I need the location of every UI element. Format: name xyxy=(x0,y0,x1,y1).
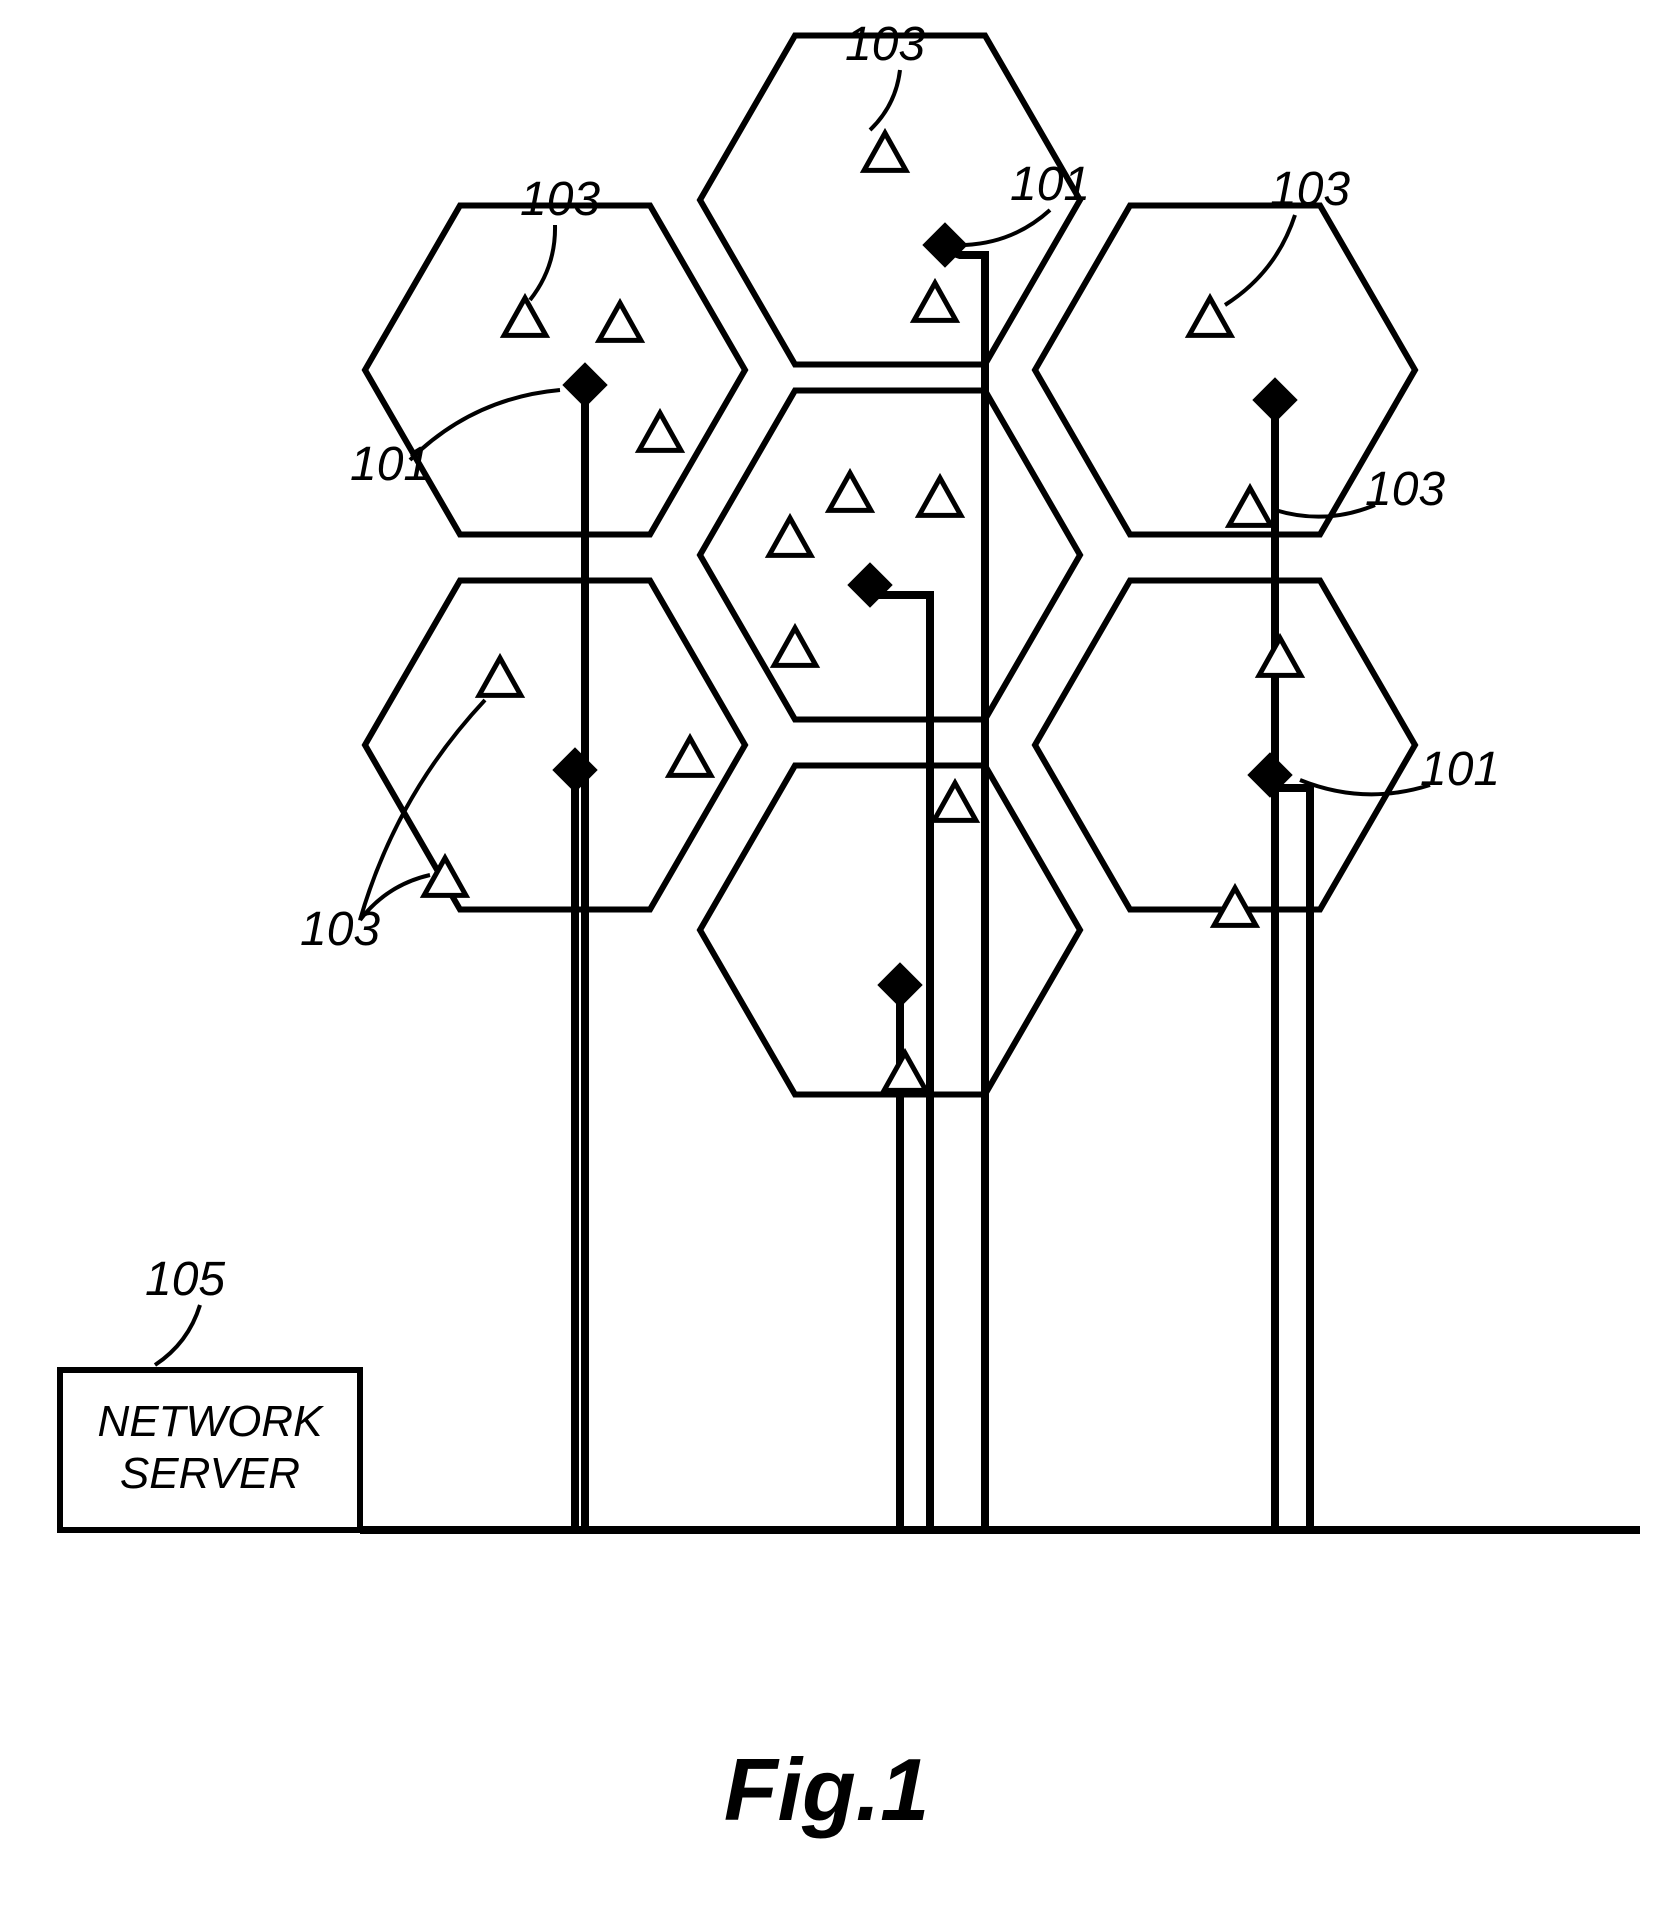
base-station-diamond xyxy=(553,748,597,792)
reference-label: 103 xyxy=(1270,163,1350,216)
user-triangle xyxy=(774,628,816,665)
leader-line xyxy=(965,210,1050,245)
reference-label: 105 xyxy=(145,1253,225,1306)
diagram-svg: NETWORKSERVER 103 103 101 103 101 103 103 101 105… xyxy=(0,0,1653,1930)
user-triangle xyxy=(1259,638,1301,675)
user-triangle xyxy=(864,133,906,170)
user-triangle xyxy=(639,413,681,450)
leader-line xyxy=(155,1305,200,1365)
base-station-diamond xyxy=(878,963,922,1007)
base-station-diamond xyxy=(563,363,607,407)
leader-line xyxy=(1300,780,1430,794)
leader-line xyxy=(360,700,485,920)
user-triangle xyxy=(919,478,961,515)
hexagon-cell xyxy=(1035,205,1415,534)
user-triangle xyxy=(934,783,976,820)
network-server-label: SERVER xyxy=(120,1449,300,1498)
user-triangle xyxy=(669,738,711,775)
user-triangle xyxy=(829,473,871,510)
connector-line xyxy=(945,250,985,1530)
reference-label: 101 xyxy=(350,438,430,491)
user-triangle xyxy=(769,518,811,555)
hexagon-cell xyxy=(1035,580,1415,909)
leader-line xyxy=(1275,505,1375,517)
reference-label: 101 xyxy=(1420,743,1500,796)
reference-label: 101 xyxy=(1010,158,1090,211)
leader-line xyxy=(1225,215,1295,305)
cellular-network-diagram: NETWORKSERVER 103 103 101 103 101 103 103 101 105… xyxy=(0,0,1653,1930)
leader-line xyxy=(870,70,900,130)
user-triangle xyxy=(1229,488,1271,525)
base-station-diamond xyxy=(848,563,892,607)
reference-label: 103 xyxy=(845,18,925,71)
leader-line xyxy=(410,390,560,460)
reference-label: 103 xyxy=(300,903,380,956)
figure-caption: Fig.1 xyxy=(724,1740,929,1839)
leader-line xyxy=(530,225,555,300)
hexagon-cell xyxy=(700,765,1080,1094)
network-server-label: NETWORK xyxy=(98,1397,325,1446)
user-triangle xyxy=(884,1053,926,1090)
hexagon-cell xyxy=(700,390,1080,719)
user-triangle xyxy=(479,658,521,695)
reference-label: 103 xyxy=(1365,463,1445,516)
base-station-diamond xyxy=(1253,378,1297,422)
user-triangle xyxy=(914,283,956,320)
base-station-diamond xyxy=(923,223,967,267)
reference-label: 103 xyxy=(520,173,600,226)
user-triangle xyxy=(504,298,546,335)
user-triangle xyxy=(599,303,641,340)
